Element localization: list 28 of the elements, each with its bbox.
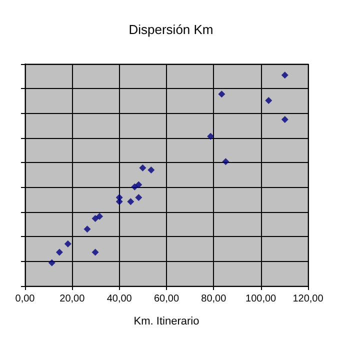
x-tick-label: 100,00 xyxy=(246,294,277,304)
chart-title: Dispersión Km xyxy=(128,22,214,37)
x-tick-label: 120,00 xyxy=(292,294,324,304)
point xyxy=(96,212,104,220)
x-axis-title: Km. Itinerario xyxy=(134,316,200,328)
point xyxy=(116,198,123,206)
x-tick-label: 0,00 xyxy=(15,294,36,304)
point xyxy=(139,164,146,172)
point xyxy=(281,116,288,123)
x-tick-label: 40,00 xyxy=(106,294,132,304)
point xyxy=(135,181,142,188)
point xyxy=(64,240,72,248)
point xyxy=(92,248,99,256)
point xyxy=(222,158,230,166)
point xyxy=(218,90,226,98)
point xyxy=(265,96,272,104)
point xyxy=(84,226,91,233)
point xyxy=(207,132,214,140)
point xyxy=(48,259,56,266)
x-tick-label: 80,00 xyxy=(201,294,227,304)
x-tick-label: 60,00 xyxy=(154,294,180,304)
point xyxy=(281,72,288,79)
point xyxy=(56,248,63,256)
point xyxy=(135,194,142,201)
point xyxy=(92,215,99,222)
x-tick-label: 20,00 xyxy=(60,294,86,304)
point xyxy=(148,166,155,174)
point xyxy=(127,198,134,206)
